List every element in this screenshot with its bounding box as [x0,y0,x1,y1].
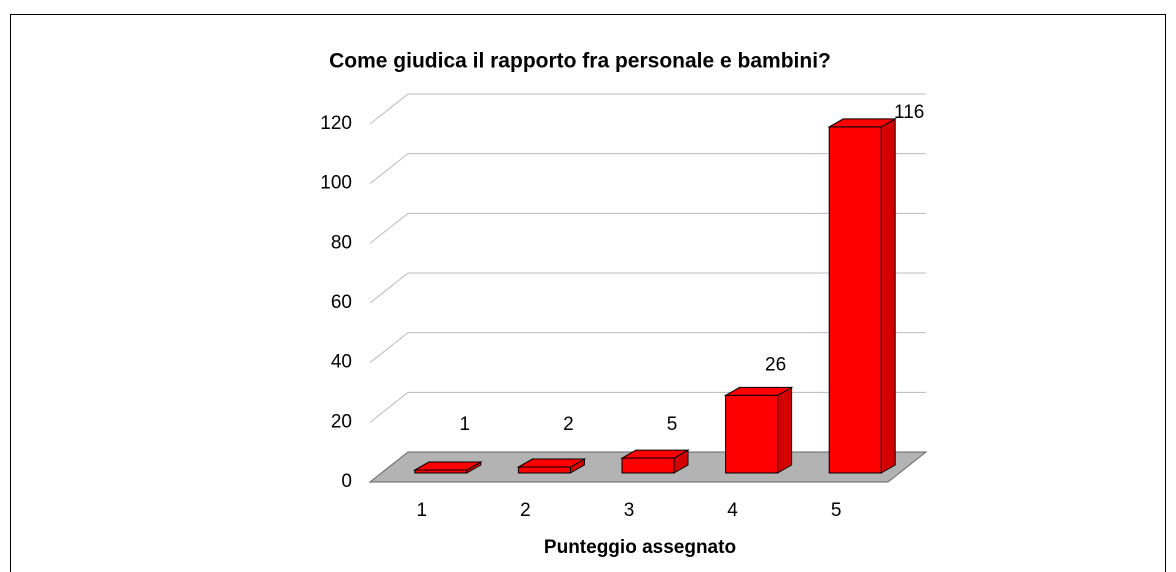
x-tick-label: 3 [624,500,635,521]
value-label: 26 [765,354,786,375]
bar-front [725,394,779,474]
bar-side [777,386,793,474]
y-tick-label: 60 [331,292,352,313]
bar-front [621,457,675,474]
value-label: 5 [667,414,678,435]
bar [620,449,690,474]
x-tick-label: 5 [831,500,842,521]
chart-border [10,14,1166,572]
y-tick-label: 20 [331,411,352,432]
y-tick-label: 40 [331,352,352,373]
bar-front [517,466,571,474]
bar-front [828,126,882,474]
bar-side [880,118,896,474]
y-tick-label: 120 [320,113,352,134]
grid-line [369,212,926,244]
x-tick-label: 4 [727,500,738,521]
bar-front [414,469,468,474]
grid-line [369,93,926,125]
y-tick-label: 0 [341,471,352,492]
x-tick-label: 2 [520,500,531,521]
grid-line [369,153,926,185]
value-label: 116 [894,102,924,123]
bar [723,386,794,474]
grid-line [369,272,926,304]
y-tick-label: 80 [331,232,352,253]
bar [827,118,898,474]
x-axis-title: Punteggio assegnato [544,537,736,558]
value-label: 1 [460,414,471,435]
bar [516,458,587,474]
bar [412,461,483,474]
x-tick-label: 1 [417,500,428,521]
y-tick-label: 100 [320,173,352,194]
chart-title: Come giudica il rapporto fra personale e… [329,50,831,73]
value-label: 2 [563,414,574,435]
grid-line [369,332,926,364]
